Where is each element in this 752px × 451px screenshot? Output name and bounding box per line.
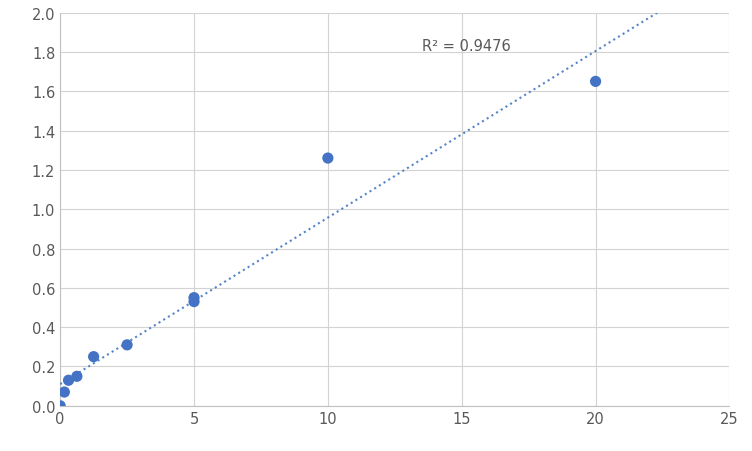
Point bbox=[188, 298, 200, 305]
Point bbox=[322, 155, 334, 162]
Point bbox=[62, 377, 74, 384]
Point bbox=[590, 78, 602, 86]
Text: R² = 0.9476: R² = 0.9476 bbox=[422, 39, 511, 54]
Point bbox=[121, 341, 133, 349]
Point bbox=[59, 389, 71, 396]
Point bbox=[188, 295, 200, 302]
Point bbox=[54, 402, 66, 410]
Point bbox=[71, 373, 83, 380]
Point bbox=[87, 353, 99, 360]
